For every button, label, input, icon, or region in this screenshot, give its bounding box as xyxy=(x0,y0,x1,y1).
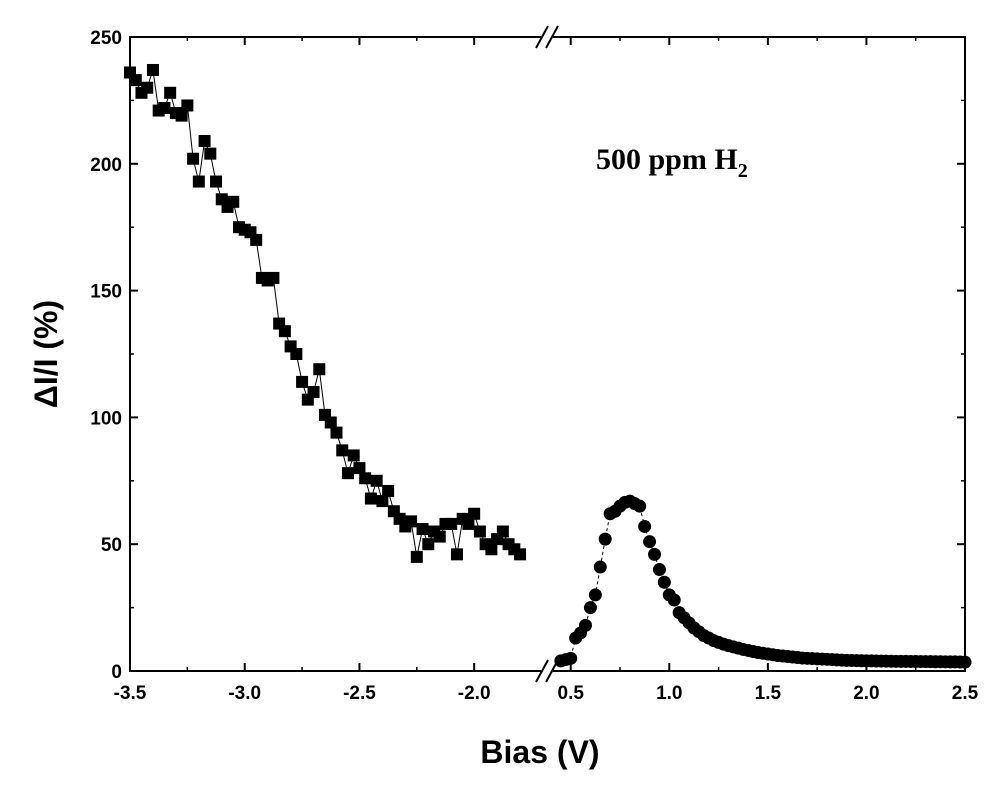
data-point-circle xyxy=(648,547,661,561)
annotation-subscript: 2 xyxy=(738,160,748,182)
annotation: 500 ppm H2 xyxy=(596,143,748,182)
data-point-square xyxy=(462,517,475,530)
data-point-square xyxy=(473,525,486,538)
data-point-square xyxy=(468,507,481,520)
data-point-square xyxy=(227,195,240,208)
data-point-circle xyxy=(667,593,681,607)
x-axis-title: Bias (V) xyxy=(480,734,599,770)
y-tick-label: 0 xyxy=(111,662,122,683)
data-point-square xyxy=(382,484,395,497)
data-point-square xyxy=(192,175,205,188)
y-tick-label: 50 xyxy=(101,535,122,556)
data-point-square xyxy=(496,525,509,538)
data-point-square xyxy=(187,152,200,165)
data-point-square xyxy=(445,517,458,530)
data-point-square xyxy=(341,467,354,480)
x-ticks: -3.5 -3.0 -2.5 -2.0 0.5 1.0 1.5 2.0 2.5 xyxy=(114,37,979,704)
y-axis-title: ΔI/I (%) xyxy=(28,300,64,408)
data-point-square xyxy=(129,74,142,87)
data-point-square xyxy=(267,271,280,284)
data-point-square xyxy=(370,474,383,487)
data-point-square xyxy=(410,550,423,563)
break-gap-top xyxy=(541,33,553,41)
data-point-square xyxy=(359,472,372,485)
data-point-circle xyxy=(579,618,592,632)
y-tick-label: 100 xyxy=(90,408,122,429)
data-point-circle xyxy=(958,655,972,669)
x-tick-label: -2.5 xyxy=(343,683,376,704)
series-layer xyxy=(124,63,972,669)
data-point-square xyxy=(204,147,217,160)
data-point-square xyxy=(158,102,171,115)
x-tick-label: -3.0 xyxy=(228,683,261,704)
data-point-square xyxy=(485,543,498,556)
break-slash xyxy=(535,659,549,683)
negative-bias-line xyxy=(129,69,521,558)
data-point-square xyxy=(330,426,343,439)
data-point-square xyxy=(313,363,326,376)
data-point-square xyxy=(164,86,177,99)
data-point-square xyxy=(416,522,429,535)
data-point-square xyxy=(307,386,320,399)
data-point-circle xyxy=(657,575,671,589)
data-point-square xyxy=(290,348,303,360)
data-point-square xyxy=(353,462,366,475)
data-point-square xyxy=(181,99,194,112)
data-point-circle xyxy=(583,601,597,615)
data-point-square xyxy=(376,495,389,508)
y-ticks: 0 50 100 150 200 250 xyxy=(90,28,965,683)
data-point-square xyxy=(422,538,435,551)
data-point-circle xyxy=(633,499,647,513)
data-point-square xyxy=(250,233,263,246)
data-point-square xyxy=(514,548,527,561)
data-point-square xyxy=(141,81,154,94)
data-point-square xyxy=(278,325,291,338)
data-point-square xyxy=(336,444,349,457)
x-tick-label: 2.5 xyxy=(952,683,979,704)
data-point-square xyxy=(450,548,463,561)
data-point-square xyxy=(347,449,360,462)
data-point-circle xyxy=(598,532,612,546)
data-point-square xyxy=(364,492,377,505)
data-point-circle xyxy=(588,588,602,602)
data-point-square xyxy=(175,109,188,122)
x-tick-label: -2.0 xyxy=(458,683,491,704)
x-tick-label: 1.5 xyxy=(755,683,782,704)
x-tick-label: 2.0 xyxy=(853,683,879,704)
data-point-square xyxy=(433,530,446,543)
axis-break xyxy=(535,25,559,683)
data-point-circle xyxy=(638,519,652,533)
x-tick-label: -3.5 xyxy=(114,683,147,704)
x-tick-label: 1.0 xyxy=(656,683,682,704)
break-gap-bottom xyxy=(541,667,553,675)
x-tick-label: 0.5 xyxy=(558,683,585,704)
data-point-square xyxy=(198,134,211,147)
data-point-square xyxy=(210,175,223,188)
data-point-square xyxy=(146,63,159,76)
plot-frame xyxy=(129,36,966,672)
y-tick-label: 150 xyxy=(90,282,122,303)
data-point-square xyxy=(405,515,418,528)
positive-bias-line xyxy=(560,500,966,663)
data-point-circle xyxy=(652,563,666,577)
data-point-square xyxy=(324,416,337,429)
annotation-text: 500 ppm H xyxy=(596,143,738,176)
data-point-square xyxy=(296,375,309,388)
data-point-circle xyxy=(643,535,657,549)
break-slash xyxy=(545,659,559,683)
break-slash xyxy=(545,25,559,49)
data-point-circle xyxy=(564,651,578,665)
y-tick-label: 200 xyxy=(90,155,122,176)
y-tick-label: 250 xyxy=(90,28,122,49)
data-point-square xyxy=(244,226,257,239)
break-slash xyxy=(535,25,549,49)
data-point-circle xyxy=(593,560,607,574)
